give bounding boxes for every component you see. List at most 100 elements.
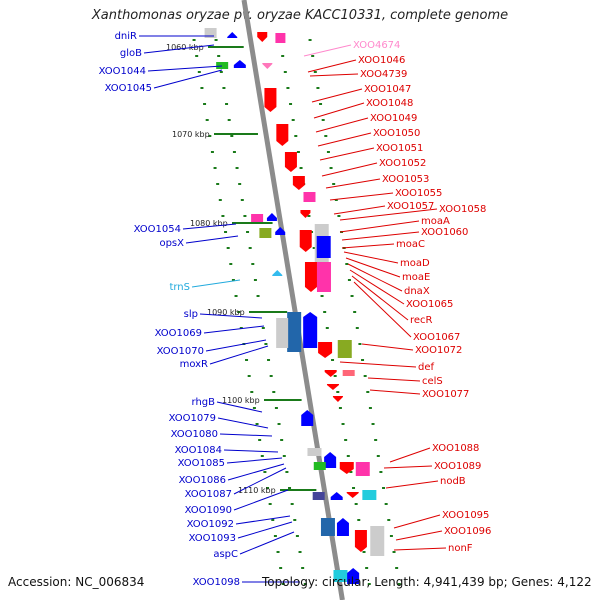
gene-label-left: dniR [115, 31, 137, 42]
gene-label-right: XOO1067 [413, 332, 460, 343]
gene-arrow-reverse [300, 210, 311, 218]
gene-leader-line [317, 132, 372, 147]
gene-label-right: XOO1053 [382, 174, 429, 185]
gene-label-right: XOO1065 [406, 299, 453, 310]
gene-feature-block [259, 228, 272, 238]
gene-leader-line [329, 192, 394, 201]
gene-label-right: XOO1096 [444, 526, 491, 537]
gene-leader-line [147, 65, 223, 72]
gene-leader-line [191, 279, 241, 288]
gene-leader-line [313, 102, 365, 119]
kbp-label: 1080 kbp [190, 219, 228, 228]
gene-arrow-reverse [299, 230, 312, 252]
gene-feature-block [316, 236, 331, 258]
gene-leader-line [393, 514, 441, 529]
gene-label-left: XOO1098 [193, 577, 240, 588]
gene-arrow-reverse [318, 342, 333, 358]
gene-label-left: XOO1086 [179, 475, 226, 486]
gene-leader-line [237, 521, 293, 539]
gene-feature-block [287, 312, 302, 352]
gene-label-left: XOO1079 [169, 413, 216, 424]
gene-leader-line [367, 377, 421, 382]
gene-leader-line [143, 44, 215, 54]
gene-label-left: slp [184, 309, 198, 320]
gene-leader-line [203, 325, 265, 334]
gene-leader-line [347, 263, 403, 292]
gene-arrow-reverse [339, 462, 354, 474]
gene-leader-line [227, 463, 285, 481]
gene-feature-block [342, 370, 355, 376]
gene-arrow-forward [227, 32, 238, 38]
gene-leader-line [339, 361, 417, 368]
gene-label-left: opsX [159, 238, 184, 249]
gene-feature-block [362, 490, 377, 500]
gene-leader-line [233, 489, 289, 511]
gene-arrow-reverse [346, 492, 359, 498]
gene-feature-block [251, 214, 264, 222]
gene-arrow-reverse [332, 396, 343, 402]
gene-arrow-reverse [326, 384, 339, 390]
gene-label-right: XOO1052 [379, 158, 426, 169]
gene-label-right: def [418, 362, 435, 373]
gene-arrow-reverse [354, 530, 367, 552]
gene-label-left: XOO1090 [185, 505, 232, 516]
gene-feature-block [303, 192, 316, 202]
gene-arrow-reverse [284, 152, 297, 172]
gene-leader-line [311, 88, 363, 103]
gene-feature-block [307, 448, 322, 456]
gene-leader-line [235, 515, 291, 525]
kbp-label: 1100 kbp [222, 396, 260, 405]
gene-label-right: XOO1089 [434, 461, 481, 472]
gene-leader-line [341, 231, 420, 241]
gene-leader-line [351, 275, 409, 321]
gene-label-right: XOO1047 [364, 84, 411, 95]
gene-leader-line [239, 531, 295, 555]
gene-label-right: nodB [440, 476, 466, 487]
gene-label-left: XOO1092 [187, 519, 234, 530]
gene-leader-line [209, 345, 269, 365]
gene-leader-line [182, 223, 237, 230]
gene-label-left: aspC [213, 549, 238, 560]
kbp-label: 1110 kbp [238, 486, 276, 495]
gene-leader-line [219, 433, 273, 437]
gene-label-right: XOO1072 [415, 345, 462, 356]
gene-label-right: XOO1060 [421, 227, 468, 238]
gene-leader-line [339, 220, 420, 233]
gene-feature-block [275, 33, 286, 43]
gene-label-left: XOO1087 [185, 489, 232, 500]
gene-leader-line [303, 44, 352, 57]
gene-label-right: moaE [402, 272, 430, 283]
gene-label-right: XOO1046 [358, 55, 405, 66]
gene-feature-block [204, 28, 217, 38]
gene-leader-line [185, 235, 239, 244]
gene-arrow-reverse [264, 88, 277, 112]
gene-arrow-forward [272, 270, 283, 276]
gene-leader-line [369, 389, 421, 395]
gene-label-left: XOO1070 [157, 346, 204, 357]
gene-leader-line [341, 243, 395, 249]
gene-label-right: moaD [400, 258, 430, 269]
gene-label-right: XOO1088 [432, 443, 479, 454]
genome-title: Xanthomonas oryzae pv. oryzae KACC10331,… [91, 8, 509, 23]
gene-label-right: XOO1057 [387, 201, 434, 212]
gene-arrow-forward [275, 227, 286, 235]
gene-label-left: gloB [120, 48, 142, 59]
gene-leader-line [345, 257, 401, 278]
gene-label-right: XOO4739 [360, 69, 407, 80]
gene-leader-line [393, 547, 447, 551]
gene-feature-block [312, 492, 325, 500]
gene-leader-line [395, 530, 443, 541]
kbp-label: 1060 kbp [166, 43, 204, 52]
gene-label-left: XOO1069 [155, 328, 202, 339]
gene-label-left: XOO1054 [134, 224, 181, 235]
gene-leader-line [343, 251, 399, 264]
gene-label-right: XOO1077 [422, 389, 469, 400]
gene-leader-line [353, 281, 412, 338]
gene-feature-block [355, 462, 370, 476]
gene-label-right: recR [410, 315, 433, 326]
gene-arrow-forward [266, 213, 277, 221]
gene-label-right: dnaX [404, 286, 430, 297]
gene-leader-line [361, 343, 414, 351]
gene-leader-line [385, 480, 439, 489]
